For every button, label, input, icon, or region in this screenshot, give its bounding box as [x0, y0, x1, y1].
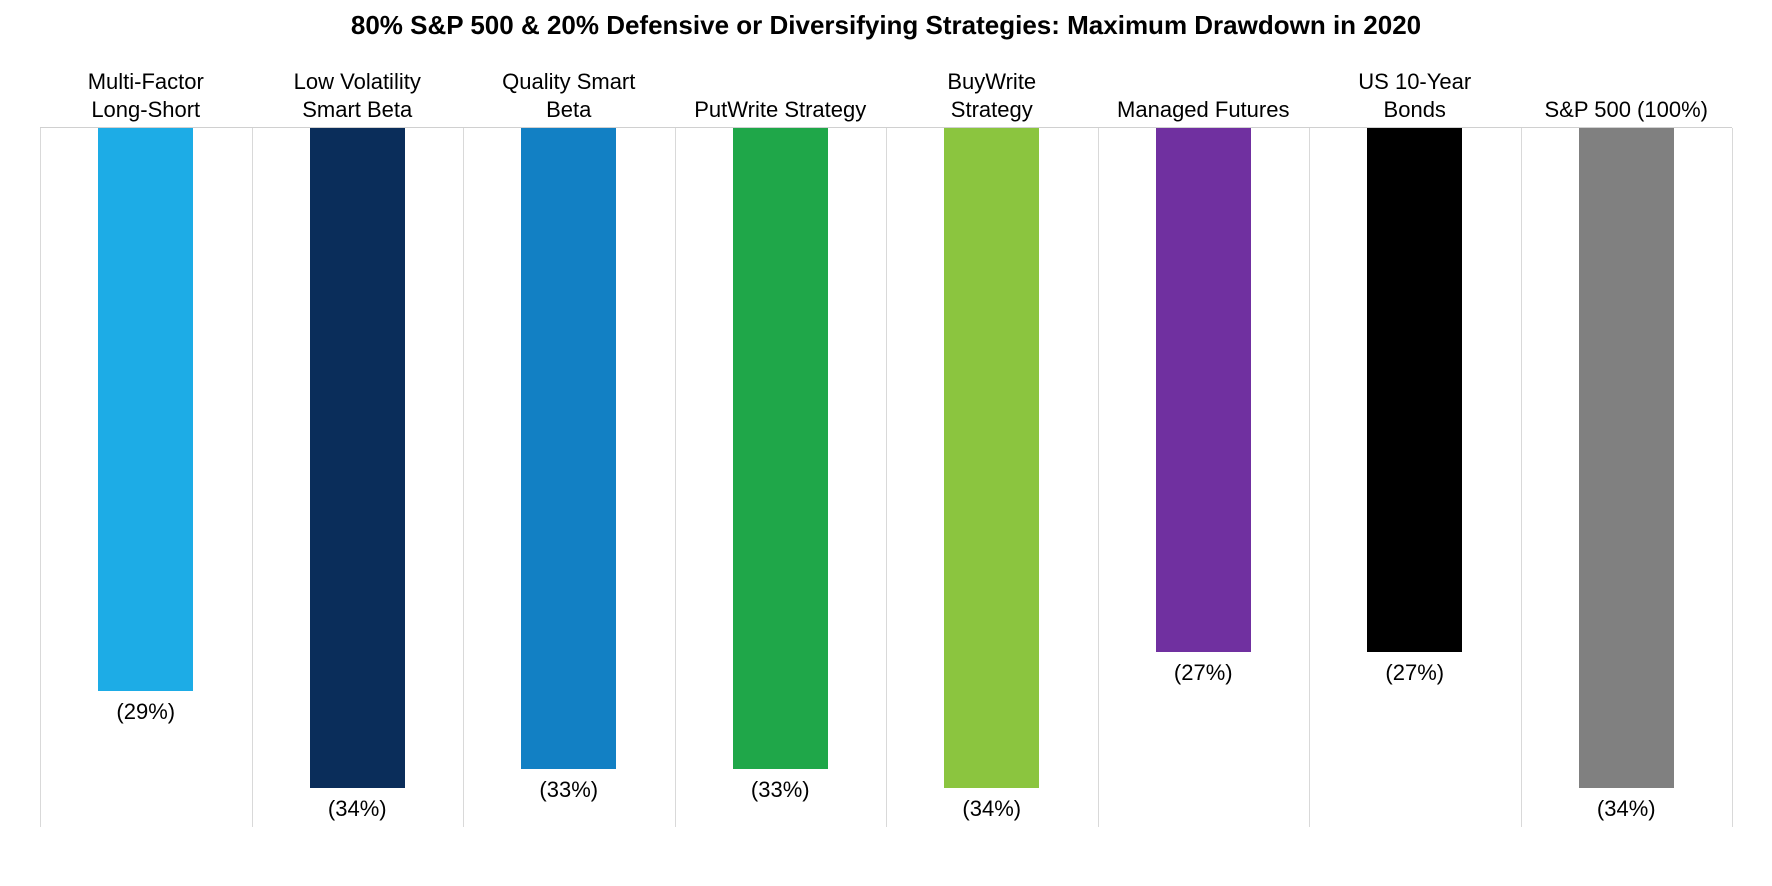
bar — [310, 128, 405, 788]
gridline — [463, 128, 464, 827]
chart-body: Multi-Factor Long-Short Low Volatility Sm… — [40, 65, 1732, 845]
drawdown-chart: 80% S&P 500 & 20% Defensive or Diversify… — [40, 10, 1732, 846]
category-label-text: Low Volatility Smart Beta — [294, 68, 421, 123]
bar — [1579, 128, 1674, 788]
gridline — [40, 128, 41, 827]
gridline — [1098, 128, 1099, 827]
value-label: (29%) — [40, 699, 252, 725]
gridline — [675, 128, 676, 827]
category-label-text: Managed Futures — [1117, 96, 1289, 124]
bar — [98, 128, 193, 691]
category-label-text: Quality Smart Beta — [502, 68, 635, 123]
category-label-text: PutWrite Strategy — [694, 96, 866, 124]
category-label-text: S&P 500 (100%) — [1545, 96, 1708, 124]
category-label: Multi-Factor Long-Short — [40, 68, 252, 123]
bar-slot: (27%) — [1309, 128, 1521, 827]
bar-slot: (29%) — [40, 128, 252, 827]
value-label: (27%) — [1098, 660, 1310, 686]
value-label: (34%) — [252, 796, 464, 822]
category-labels-row: Multi-Factor Long-Short Low Volatility Sm… — [40, 65, 1732, 127]
category-label: BuyWrite Strategy — [886, 68, 1098, 123]
gridline — [1521, 128, 1522, 827]
value-label: (33%) — [675, 777, 887, 803]
bar — [1156, 128, 1251, 652]
bar-slot: (34%) — [252, 128, 464, 827]
bar — [1367, 128, 1462, 652]
bar-slot: (34%) — [1521, 128, 1733, 827]
category-label: S&P 500 (100%) — [1521, 96, 1733, 124]
category-label: US 10-Year Bonds — [1309, 68, 1521, 123]
gridline — [886, 128, 887, 827]
category-label: PutWrite Strategy — [675, 96, 887, 124]
bar-slot: (33%) — [675, 128, 887, 827]
bar — [733, 128, 828, 769]
bar-slot: (33%) — [463, 128, 675, 827]
gridline — [252, 128, 253, 827]
category-label-text: Multi-Factor Long-Short — [88, 68, 204, 123]
category-label: Managed Futures — [1098, 96, 1310, 124]
value-label: (34%) — [1521, 796, 1733, 822]
value-label: (27%) — [1309, 660, 1521, 686]
category-label: Quality Smart Beta — [463, 68, 675, 123]
gridline — [1309, 128, 1310, 827]
plot-area: (29%)(34%)(33%)(33%)(34%)(27%)(27%)(34%) — [40, 127, 1732, 827]
bar — [944, 128, 1039, 788]
bar-slot: (34%) — [886, 128, 1098, 827]
gridline — [1732, 128, 1733, 827]
bar-slot: (27%) — [1098, 128, 1310, 827]
value-label: (34%) — [886, 796, 1098, 822]
chart-title: 80% S&P 500 & 20% Defensive or Diversify… — [40, 10, 1732, 41]
category-label: Low Volatility Smart Beta — [252, 68, 464, 123]
category-label-text: BuyWrite Strategy — [947, 68, 1036, 123]
category-label-text: US 10-Year Bonds — [1358, 68, 1471, 123]
bar — [521, 128, 616, 769]
value-label: (33%) — [463, 777, 675, 803]
